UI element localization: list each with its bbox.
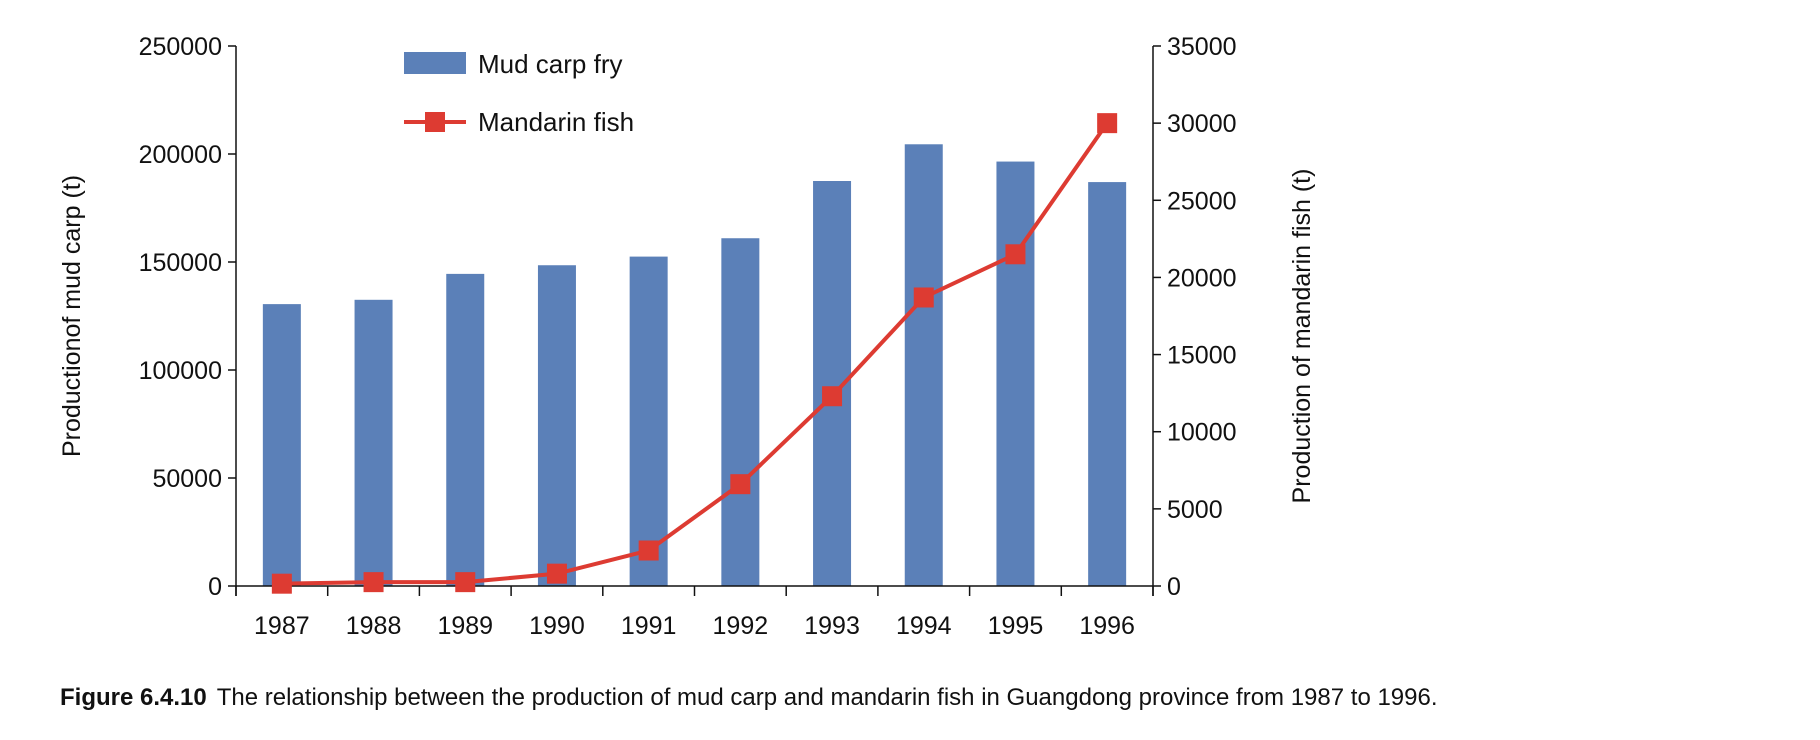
y2-tick-label: 25000 [1167,187,1237,215]
y2-tick-label: 5000 [1167,496,1223,524]
y-tick-label: 250000 [139,33,222,61]
caption-label: Figure 6.4.10 [60,684,207,711]
bar-1990 [537,265,576,586]
marker-1991 [638,540,659,561]
y-tick-label: 0 [208,573,222,601]
y-tick-label: 150000 [139,249,222,277]
marker-1988 [363,572,384,593]
y2-tick-label: 35000 [1167,33,1237,61]
legend-line-marker [425,112,445,132]
x-tick-label: 1989 [437,612,493,640]
y2-tick-label: 0 [1167,573,1181,601]
y-tick-label: 100000 [139,357,222,385]
x-tick-label: 1991 [621,612,677,640]
bar-1996 [1088,182,1127,586]
bar-1995 [996,161,1035,586]
bar-1991 [629,256,668,586]
x-tick-label: 1988 [346,612,402,640]
bar-1987 [262,304,301,586]
legend-bar-label: Mud carp fry [478,49,623,79]
marker-1993 [822,386,843,407]
x-tick-label: 1993 [804,612,860,640]
marker-1996 [1097,113,1118,134]
y2-tick-label: 20000 [1167,264,1237,292]
y-tick-label: 50000 [152,465,222,493]
marker-1995 [1005,244,1026,265]
y2-axis-label: Production of mandarin fish (t) [1288,169,1316,504]
mandarin-fish-line [281,121,1109,586]
bar-1992 [721,238,760,587]
marker-1992 [730,474,751,495]
marker-1989 [455,572,476,593]
x-tick-label: 1987 [254,612,310,640]
y2-tick-label: 30000 [1167,110,1237,138]
x-tick-label: 1992 [713,612,769,640]
x-tick-label: 1994 [896,612,952,640]
y2-tick-label: 10000 [1167,419,1237,447]
figure-caption: Figure 6.4.10 The relationship between th… [60,684,1438,712]
marker-1994 [913,287,934,308]
y-tick-label: 200000 [139,141,222,169]
y-axis-label: Productionof mud carp (t) [58,175,86,457]
bar-1994 [904,144,943,586]
y2-tick-label: 15000 [1167,342,1237,370]
bar-1988 [354,299,393,586]
bar-1989 [446,273,485,586]
x-tick-label: 1996 [1079,612,1135,640]
dual-axis-chart: 0 50000 100000 150000 200000 250000 0 5000 10000… [58,33,1316,640]
x-tick-label: 1995 [988,612,1044,640]
caption-text: The relationship between the production … [216,684,1438,711]
marker-1987 [271,573,292,594]
legend-line-label: Mandarin fish [478,107,634,137]
legend-bar-swatch [404,52,466,74]
x-tick-label: 1990 [529,612,585,640]
marker-1990 [546,563,567,584]
